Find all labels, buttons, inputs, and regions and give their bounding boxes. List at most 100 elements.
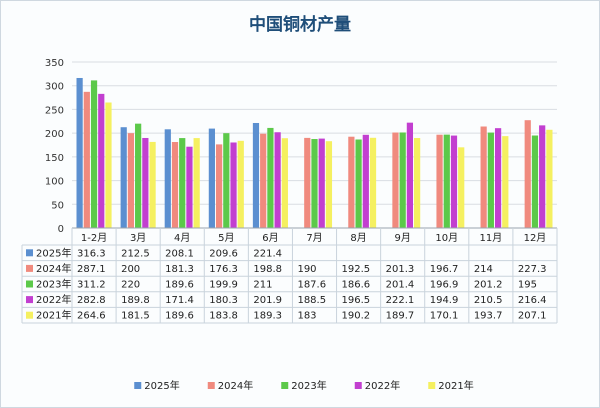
table-cell: 176.3 xyxy=(209,264,238,275)
bar xyxy=(83,91,90,228)
bar xyxy=(90,80,98,228)
table-cell: 196.5 xyxy=(342,295,371,306)
legend-label: 2024年 xyxy=(218,379,253,392)
table-row-label: 2023年 xyxy=(36,278,71,291)
x-tick-label: 11月 xyxy=(479,232,502,244)
y-tick-label: 250 xyxy=(45,105,64,116)
table-cell: 196.7 xyxy=(430,264,459,275)
bar xyxy=(120,127,127,228)
table-cell: 221.4 xyxy=(253,248,282,259)
table-row-label: 2025年 xyxy=(36,246,71,259)
bar xyxy=(193,138,200,228)
x-tick-label: 4月 xyxy=(174,232,190,244)
table-cell: 282.8 xyxy=(77,295,106,306)
bar xyxy=(399,132,406,228)
table-cell: 188.5 xyxy=(297,295,326,306)
bar xyxy=(546,129,553,228)
bar xyxy=(281,138,288,228)
table-cell: 199.9 xyxy=(209,280,238,291)
table-cell: 189.6 xyxy=(165,311,194,322)
bar xyxy=(318,138,325,228)
bar xyxy=(267,127,274,228)
x-tick-label: 9月 xyxy=(394,232,410,244)
table-cell: 189.3 xyxy=(253,311,282,322)
y-tick-label: 300 xyxy=(45,82,64,93)
legend-label: 2022年 xyxy=(365,379,400,392)
x-tick-label: 5月 xyxy=(218,232,234,244)
table-cell: 183 xyxy=(297,311,316,322)
table-cell: 187.6 xyxy=(297,280,326,291)
legend-label: 2021年 xyxy=(438,379,473,392)
table-cell: 194.9 xyxy=(430,295,459,306)
table-cell: 311.2 xyxy=(77,280,106,291)
legend-swatch xyxy=(281,382,289,389)
table-cell: 210.5 xyxy=(474,295,503,306)
table-cell: 190.2 xyxy=(342,311,371,322)
bar xyxy=(215,144,223,228)
table-cell: 264.6 xyxy=(77,311,106,322)
bar xyxy=(208,128,215,228)
x-tick-label: 7月 xyxy=(306,232,322,244)
table-cell: 180.3 xyxy=(209,295,238,306)
table-cell: 196.9 xyxy=(430,280,459,291)
table-cell: 212.5 xyxy=(121,248,150,259)
y-tick-label: 350 xyxy=(45,58,64,69)
bar xyxy=(362,134,369,228)
bar xyxy=(355,139,362,228)
table-cell: 195 xyxy=(518,280,537,291)
bar xyxy=(450,135,458,228)
legend-label: 2025年 xyxy=(144,379,179,392)
legend-swatch xyxy=(207,382,215,389)
x-tick-label: 1-2月 xyxy=(81,232,107,244)
table-cell: 198.8 xyxy=(253,264,282,275)
table-cell: 227.3 xyxy=(518,264,547,275)
bar xyxy=(311,139,318,228)
table-cell: 220 xyxy=(121,280,140,291)
bar xyxy=(127,133,135,228)
table-cell: 211 xyxy=(253,280,272,291)
bar xyxy=(524,120,531,228)
table-cell: 171.4 xyxy=(165,295,194,306)
table-row-swatch xyxy=(26,311,33,319)
legend-swatch xyxy=(428,382,436,389)
bar xyxy=(76,77,83,228)
bar xyxy=(223,133,230,228)
x-tick-label: 10月 xyxy=(435,232,458,244)
x-tick-label: 3月 xyxy=(130,232,146,244)
table-cell: 181.5 xyxy=(121,311,150,322)
bar xyxy=(487,132,494,228)
bar xyxy=(142,137,149,228)
bar xyxy=(458,147,465,228)
bar xyxy=(502,136,509,228)
bar xyxy=(392,132,399,228)
chart-title: 中国铜材产量 xyxy=(249,15,351,35)
table-cell: 201.4 xyxy=(386,280,415,291)
bar xyxy=(274,132,281,228)
legend-swatch xyxy=(354,382,362,389)
table-cell: 181.3 xyxy=(165,264,194,275)
y-tick-label: 100 xyxy=(45,177,64,188)
table-cell: 214 xyxy=(474,264,493,275)
table-cell: 190 xyxy=(297,264,316,275)
bar xyxy=(179,138,186,228)
bar xyxy=(531,135,539,228)
bar xyxy=(480,126,487,228)
table-cell: 170.1 xyxy=(430,311,459,322)
bar xyxy=(406,122,414,228)
bar xyxy=(414,138,421,228)
x-tick-label: 8月 xyxy=(350,232,366,244)
y-tick-label: 200 xyxy=(45,129,64,140)
bar xyxy=(186,146,193,228)
table-cell: 201.3 xyxy=(386,264,415,275)
bar xyxy=(135,123,142,228)
table-cell: 192.5 xyxy=(342,264,371,275)
table-cell: 201.2 xyxy=(474,280,503,291)
table-cell: 189.8 xyxy=(121,295,150,306)
legend-swatch xyxy=(134,382,142,389)
bar xyxy=(230,142,237,228)
bar xyxy=(98,93,105,228)
table-cell: 316.3 xyxy=(77,248,106,259)
table-row-label: 2021年 xyxy=(36,309,71,322)
bar xyxy=(494,128,502,228)
table-cell: 200 xyxy=(121,264,140,275)
